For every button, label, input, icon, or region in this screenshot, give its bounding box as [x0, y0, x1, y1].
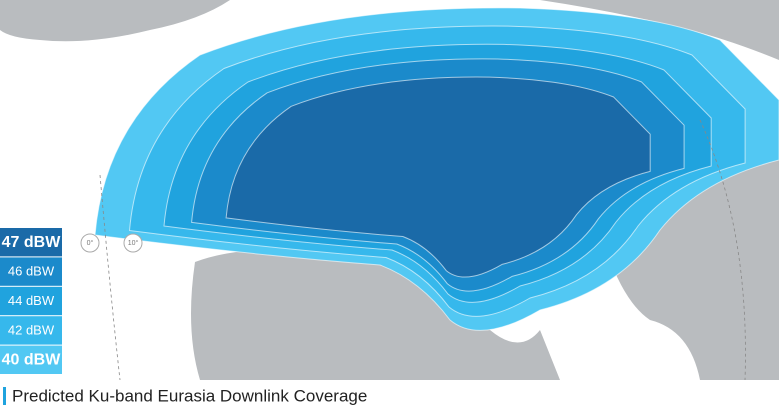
longitude-label: 10°: [128, 239, 139, 247]
meridian-line: [99, 174, 121, 381]
coverage-contour: [225, 76, 651, 278]
legend-label: 42 dBW: [8, 322, 55, 337]
legend-swatch: [0, 228, 62, 257]
land-greenland: [0, 0, 230, 42]
legend-label: 46 dBW: [8, 264, 55, 279]
legend-swatch: [0, 345, 62, 374]
coverage-contours: [94, 7, 779, 331]
legend: 47 dBW 46 dBW 44 dBW 42 dBW 40 dBW: [0, 228, 62, 374]
caption-bar: [3, 387, 6, 405]
land-africa: [191, 248, 560, 380]
longitude-label: 0°: [87, 239, 94, 247]
legend-swatch: [0, 286, 62, 316]
caption: Predicted Ku-band Eurasia Downlink Cover…: [12, 386, 367, 405]
longitude-marker: [80, 233, 100, 253]
legend-label: 44 dBW: [8, 293, 55, 308]
land-arctic: [540, 0, 779, 60]
legend-swatch: [0, 316, 62, 345]
legend-label: 47 dBW: [2, 234, 62, 251]
legend-swatch: [0, 257, 62, 286]
longitude-marker: [123, 233, 143, 253]
meridian-line: [699, 119, 746, 381]
legend-label: 40 dBW: [2, 352, 62, 369]
